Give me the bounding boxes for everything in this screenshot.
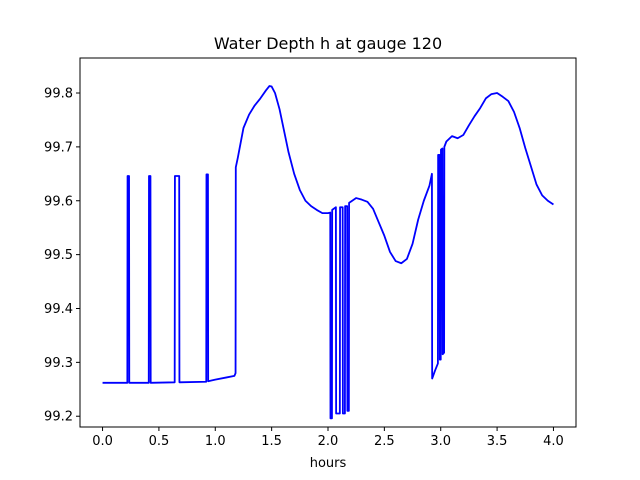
y-tick-label: 99.8 bbox=[44, 87, 73, 102]
x-axis-label: hours bbox=[310, 456, 347, 471]
y-axis: 99.2 99.3 99.4 99.5 99.6 99.7 99.8 bbox=[44, 87, 80, 425]
chart-title: Water Depth h at gauge 120 bbox=[214, 34, 442, 53]
x-tick-label: 3.0 bbox=[430, 434, 451, 449]
x-tick-label: 1.0 bbox=[205, 434, 226, 449]
y-tick-label: 99.5 bbox=[44, 248, 73, 263]
y-tick-label: 99.4 bbox=[44, 302, 73, 317]
y-tick-label: 99.3 bbox=[44, 356, 73, 371]
plot-area bbox=[102, 85, 554, 420]
y-tick-label: 99.7 bbox=[44, 140, 73, 155]
x-tick-label: 3.5 bbox=[487, 434, 508, 449]
x-axis: 0.0 0.5 1.0 1.5 2.0 2.5 3.0 3.5 4.0 bbox=[92, 427, 564, 449]
x-tick-label: 2.5 bbox=[374, 434, 395, 449]
x-tick-label: 0.5 bbox=[149, 434, 170, 449]
series-line-0 bbox=[102, 85, 554, 420]
x-tick-label: 0.0 bbox=[92, 434, 113, 449]
x-tick-label: 1.5 bbox=[261, 434, 282, 449]
y-tick-label: 99.6 bbox=[44, 194, 73, 209]
x-tick-label: 2.0 bbox=[318, 434, 339, 449]
x-tick-label: 4.0 bbox=[543, 434, 564, 449]
y-tick-label: 99.2 bbox=[44, 410, 73, 425]
